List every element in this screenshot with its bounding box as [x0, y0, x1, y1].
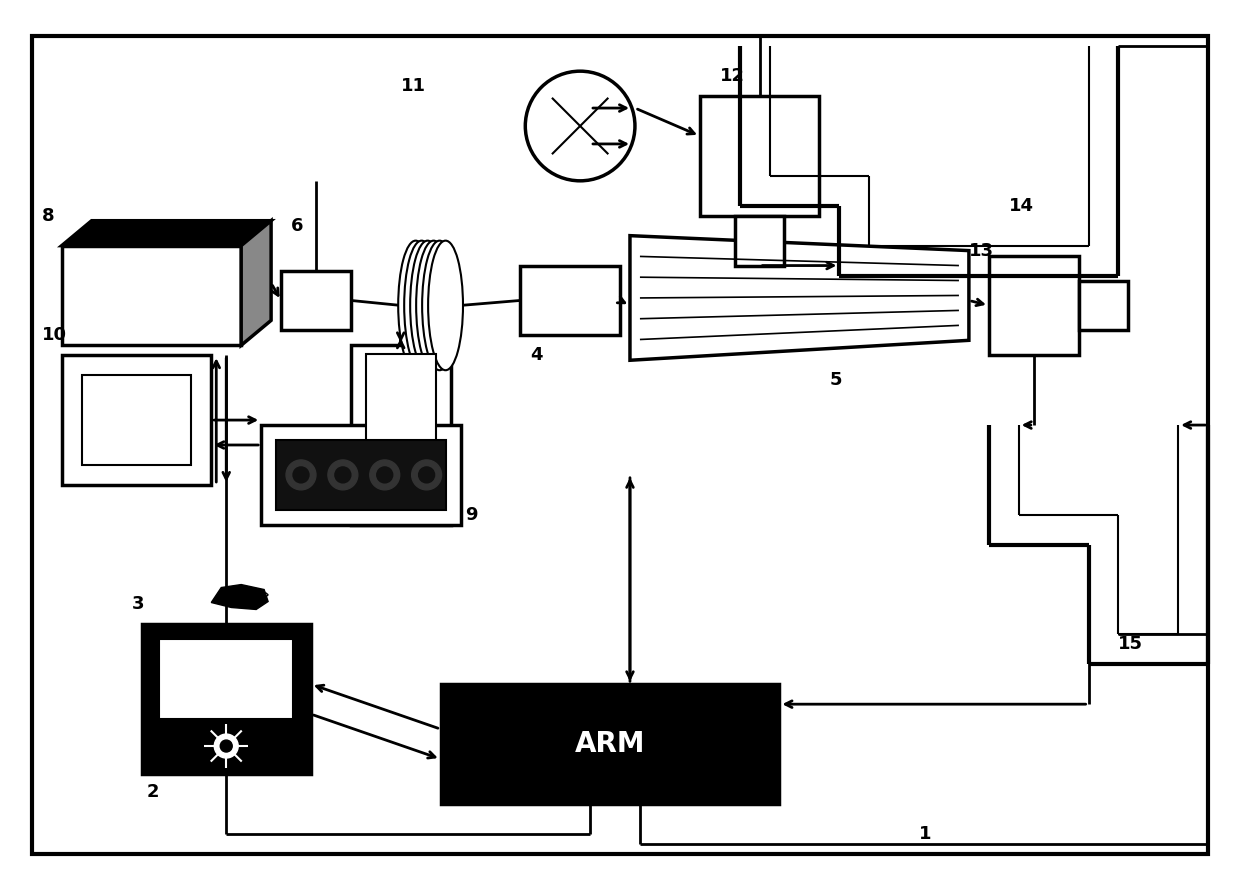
Polygon shape [62, 220, 272, 246]
Text: ›: › [263, 588, 269, 602]
Text: 9: 9 [465, 505, 477, 524]
Circle shape [215, 734, 238, 758]
Polygon shape [62, 220, 272, 246]
Text: 3: 3 [131, 596, 144, 613]
Bar [160, 639, 293, 720]
Text: 12: 12 [719, 67, 745, 85]
Bar [351, 345, 450, 525]
Bar [699, 96, 820, 216]
Ellipse shape [428, 241, 463, 370]
Text: 14: 14 [1009, 196, 1034, 215]
Circle shape [221, 740, 232, 752]
Circle shape [377, 467, 393, 483]
Text: 10: 10 [42, 327, 67, 344]
Bar [62, 246, 242, 345]
Text: 4: 4 [531, 346, 543, 365]
Ellipse shape [404, 241, 439, 370]
Bar [281, 271, 351, 330]
Circle shape [335, 467, 351, 483]
Bar [734, 216, 785, 266]
Text: 7: 7 [231, 221, 244, 240]
Ellipse shape [398, 241, 433, 370]
Polygon shape [242, 220, 272, 345]
Bar [440, 684, 780, 804]
Circle shape [526, 71, 635, 181]
Circle shape [327, 460, 358, 490]
Bar [62, 355, 211, 485]
Bar [277, 440, 445, 510]
Bar [141, 625, 311, 774]
Ellipse shape [410, 241, 445, 370]
Text: 5: 5 [830, 371, 842, 389]
Circle shape [412, 460, 441, 490]
Bar [262, 425, 460, 525]
Text: 6: 6 [291, 217, 304, 235]
Bar [366, 354, 435, 444]
Polygon shape [211, 585, 268, 610]
Bar [1079, 281, 1128, 330]
Text: 8: 8 [42, 207, 55, 225]
Bar [82, 375, 191, 465]
Text: ARM: ARM [575, 730, 645, 758]
Circle shape [293, 467, 309, 483]
Ellipse shape [422, 241, 458, 370]
Text: 11: 11 [401, 77, 425, 95]
Circle shape [370, 460, 399, 490]
Text: 15: 15 [1118, 635, 1143, 653]
Circle shape [286, 460, 316, 490]
Bar [988, 256, 1079, 355]
Polygon shape [630, 235, 968, 360]
Bar [521, 266, 620, 335]
Polygon shape [242, 220, 272, 345]
Ellipse shape [417, 241, 451, 370]
Text: 2: 2 [146, 783, 159, 801]
Text: 13: 13 [968, 242, 994, 259]
Text: 1: 1 [919, 825, 931, 843]
Circle shape [419, 467, 434, 483]
